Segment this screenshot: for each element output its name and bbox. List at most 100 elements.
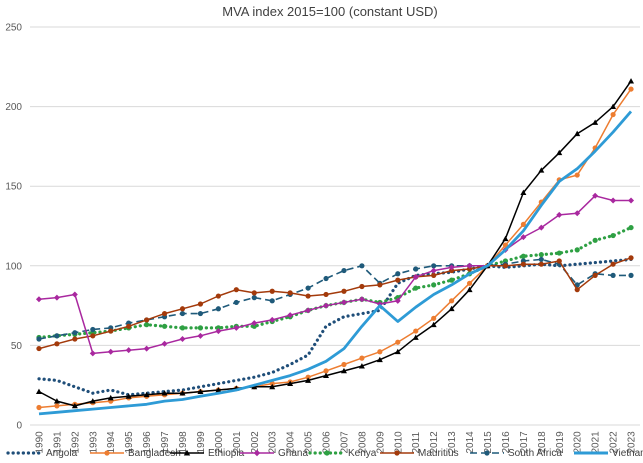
data-point-ethiopia (125, 393, 132, 399)
data-point-mauritius (628, 255, 634, 261)
data-point-mauritius (90, 333, 96, 339)
data-point-mauritius (36, 345, 42, 352)
y-tick-label: 50 (11, 341, 23, 352)
data-point-ethiopia (89, 398, 96, 404)
data-point-south-africa (251, 295, 257, 301)
series-line-ethiopia (38, 80, 632, 407)
data-point-mauritius (520, 261, 526, 267)
data-point-ghana (358, 296, 365, 303)
data-point-kenya (628, 224, 634, 231)
data-point-bangladesh (431, 315, 437, 321)
chart-title: MVA index 2015=100 (constant USD) (222, 4, 437, 19)
series-line-vietnam (38, 110, 633, 416)
legend-marker (324, 450, 330, 456)
data-point-ethiopia (107, 394, 114, 401)
x-tick-label: 2013 (447, 431, 458, 454)
x-tick-label: 1997 (160, 431, 171, 454)
y-tick-label: 0 (16, 421, 22, 432)
data-point-ghana (412, 273, 419, 280)
data-point-ethiopia (394, 348, 401, 355)
data-point-ethiopia (143, 391, 150, 398)
data-point-bangladesh (413, 328, 419, 334)
data-point-bangladesh (269, 381, 275, 387)
data-point-ethiopia (269, 383, 276, 390)
x-tick-label: 2005 (304, 431, 315, 454)
data-point-kenya (215, 325, 221, 331)
legend: Angola Bangladesh Ethiopia Ghana Kenya Maurit… (6, 448, 643, 459)
data-point-south-africa (323, 275, 329, 282)
legend-item-ghana: Ghana (240, 448, 308, 459)
data-point-mauritius (538, 261, 544, 267)
legend-label: Ethiopia (208, 448, 245, 459)
data-point-ethiopia (323, 372, 330, 379)
x-tick-label: 2018 (537, 431, 548, 454)
data-point-mauritius (161, 310, 168, 317)
data-point-ethiopia (466, 286, 473, 293)
x-tick-label: 2014 (465, 431, 476, 454)
data-point-kenya (144, 322, 150, 328)
x-tick-label: 1992 (70, 431, 81, 454)
x-tick-label: 1991 (52, 431, 63, 454)
data-point-mauritius (287, 290, 293, 296)
data-point-bangladesh (323, 368, 329, 374)
data-point-ghana (161, 340, 168, 347)
data-point-kenya (574, 247, 580, 253)
legend-label: Vietnam (612, 448, 643, 459)
legend-item-south-africa: South Africa (470, 448, 562, 459)
data-point-mauritius (610, 261, 616, 267)
data-point-mauritius (72, 336, 78, 342)
legend-label: Ghana (278, 448, 308, 459)
data-point-mauritius (323, 291, 329, 298)
legend-item-angola: Angola (6, 448, 78, 459)
data-point-mauritius (179, 306, 186, 312)
series-line-bangladesh (38, 88, 632, 409)
data-point-bangladesh (610, 111, 616, 118)
series-line-mauritius (38, 257, 632, 350)
data-point-bangladesh (341, 361, 347, 368)
legend-item-bangladesh: Bangladesh (90, 448, 181, 459)
data-point-ghana (215, 328, 222, 335)
data-point-kenya (179, 325, 186, 331)
legend-item-vietnam: Vietnam (574, 448, 643, 459)
data-point-bangladesh (628, 86, 634, 92)
data-point-ethiopia (538, 167, 545, 173)
data-point-ghana (179, 336, 186, 343)
x-tick-label: 2008 (357, 431, 368, 454)
data-point-ethiopia (35, 388, 42, 394)
series-line-angola (37, 257, 633, 397)
data-point-ethiopia (197, 388, 204, 394)
x-tick-label: 1994 (106, 431, 117, 454)
series-lines (35, 78, 635, 416)
data-point-kenya (538, 252, 544, 258)
data-point-mauritius (233, 287, 239, 293)
data-point-mauritius (466, 266, 473, 272)
legend-marker (104, 450, 110, 456)
data-point-ethiopia (287, 380, 294, 387)
data-point-mauritius (197, 301, 204, 307)
legend-label: Bangladesh (128, 448, 181, 459)
data-point-ethiopia (592, 119, 599, 125)
data-point-kenya (431, 282, 437, 288)
data-point-mauritius (574, 287, 580, 293)
data-point-ethiopia (53, 398, 60, 404)
data-point-bangladesh (502, 242, 509, 248)
series-vietnam (38, 110, 633, 416)
data-point-ghana (107, 348, 114, 355)
legend-label: Kenya (348, 448, 377, 459)
data-point-south-africa (610, 272, 616, 278)
data-point-south-africa (341, 267, 347, 274)
series-ghana (35, 192, 635, 357)
data-point-south-africa (431, 263, 437, 269)
data-point-ghana (269, 316, 276, 323)
data-point-ghana (89, 350, 96, 357)
data-point-mauritius (359, 283, 365, 290)
data-point-ghana (466, 262, 473, 269)
data-point-ethiopia (610, 103, 617, 109)
data-point-ethiopia (161, 390, 168, 396)
data-point-ethiopia (71, 402, 78, 409)
data-point-mauritius (449, 267, 455, 274)
data-point-ethiopia (179, 390, 186, 396)
data-point-south-africa (628, 272, 634, 278)
data-point-ghana (323, 302, 330, 309)
